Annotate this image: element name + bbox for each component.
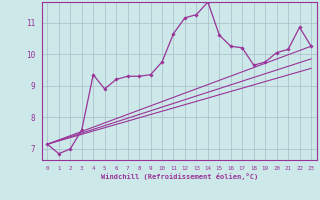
X-axis label: Windchill (Refroidissement éolien,°C): Windchill (Refroidissement éolien,°C) — [100, 173, 258, 180]
